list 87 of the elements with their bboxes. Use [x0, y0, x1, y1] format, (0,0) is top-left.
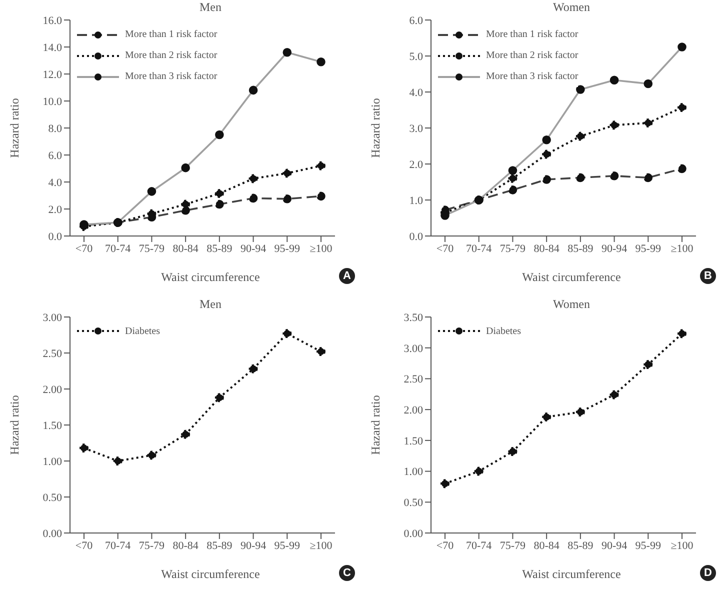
- y-tick-label: 12.0: [42, 68, 62, 81]
- x-tick-label: 90-94: [601, 242, 628, 255]
- y-axis-title: Hazard ratio: [368, 98, 382, 158]
- x-tick-label: 70-74: [105, 539, 132, 552]
- text: D: [700, 564, 716, 580]
- x-tick-label: 85-89: [568, 539, 594, 552]
- x-tick-label: 85-89: [206, 539, 233, 552]
- x-axis-title: Waist circumference: [161, 270, 260, 284]
- y-tick-label: 4.0: [409, 86, 424, 99]
- chart-title: Women: [552, 0, 592, 16]
- legend-label: Diabetes: [125, 326, 160, 336]
- y-tick-label: 0.0: [409, 230, 424, 243]
- y-tick-label: 2.00: [404, 404, 424, 416]
- legend-label: More than 1 risk factor: [486, 29, 578, 40]
- x-tick-label: 70-74: [466, 242, 492, 255]
- x-tick-label: 80-84: [172, 242, 199, 255]
- text: C: [339, 564, 355, 580]
- y-tick-label: 2.0: [48, 204, 62, 216]
- x-tick-label: 95-99: [635, 242, 662, 255]
- x-tick-label: 80-84: [534, 242, 560, 255]
- x-tick-label: 70-74: [105, 242, 132, 255]
- x-tick-label: 75-79: [138, 539, 166, 552]
- x-tick-label: 90-94: [601, 539, 628, 552]
- legend-label: More than 2 risk factor: [125, 50, 218, 61]
- x-tick-label: 90-94: [240, 539, 267, 552]
- x-tick-label: 95-99: [274, 242, 300, 255]
- x-axis-title: Waist circumference: [522, 566, 621, 580]
- chart-title: Men: [198, 0, 222, 16]
- y-tick-label: 16.0: [42, 14, 62, 27]
- y-tick-label: 6.0: [48, 150, 62, 162]
- x-tick-label: 85-89: [206, 242, 233, 255]
- y-axis-title: Hazard ratio: [368, 394, 382, 454]
- x-tick-label: 90-94: [240, 242, 267, 255]
- x-tick-label: <70: [436, 242, 454, 255]
- x-tick-label: ≥100: [310, 539, 333, 552]
- x-tick-label: 75-79: [500, 539, 526, 552]
- x-tick-label: 80-84: [172, 539, 199, 552]
- y-tick-label: 2.0: [409, 158, 424, 171]
- x-tick-label: 75-79: [138, 242, 166, 255]
- y-axis-title: Hazard ratio: [7, 394, 22, 454]
- y-tick-label: 10.0: [42, 96, 62, 108]
- y-tick-label: 2.50: [42, 347, 62, 360]
- x-tick-label: 80-84: [534, 539, 560, 552]
- y-tick-label: 4.0: [48, 176, 62, 189]
- text: A: [339, 268, 355, 284]
- y-tick-label: 1.00: [404, 466, 424, 478]
- legend-label: Diabetes: [486, 326, 521, 336]
- y-tick-label: 0.0: [48, 230, 62, 243]
- legend-label: More than 2 risk factor: [486, 50, 578, 61]
- x-tick-label: 70-74: [466, 539, 492, 552]
- x-tick-label: 95-99: [274, 539, 300, 552]
- y-tick-label: 6.0: [409, 14, 424, 27]
- y-tick-label: 14.0: [42, 42, 62, 54]
- y-tick-label: 3.00: [42, 311, 62, 324]
- y-tick-label: 1.00: [42, 455, 62, 468]
- x-tick-label: 95-99: [635, 539, 662, 552]
- y-tick-label: 0.50: [42, 491, 62, 504]
- x-axis-title: Waist circumference: [522, 270, 621, 284]
- x-tick-label: <70: [75, 242, 94, 255]
- chart-title: Men: [198, 296, 222, 312]
- x-tick-label: ≥100: [670, 242, 694, 255]
- y-tick-label: 0.00: [42, 527, 62, 540]
- legend-label: More than 3 risk factor: [486, 71, 578, 82]
- y-tick-label: 2.00: [42, 383, 62, 396]
- y-tick-label: 3.0: [409, 122, 424, 135]
- y-tick-label: 5.0: [409, 50, 424, 63]
- legend-label: More than 1 risk factor: [125, 29, 218, 40]
- y-tick-label: 0.50: [404, 496, 424, 509]
- x-tick-label: 85-89: [568, 242, 594, 255]
- y-tick-label: 3.50: [404, 311, 424, 324]
- x-tick-label: ≥100: [310, 242, 333, 255]
- y-tick-label: 1.50: [404, 434, 424, 447]
- text: B: [700, 268, 716, 284]
- y-tick-label: 0.00: [404, 527, 424, 540]
- x-axis-title: Waist circumference: [161, 566, 260, 580]
- y-tick-label: 8.0: [48, 122, 62, 135]
- y-tick-label: 1.0: [409, 194, 424, 207]
- y-tick-label: 1.50: [42, 419, 62, 432]
- chart-title: Women: [552, 296, 592, 312]
- legend-label: More than 3 risk factor: [125, 71, 218, 82]
- y-axis-title: Hazard ratio: [7, 98, 22, 158]
- x-tick-label: 75-79: [500, 242, 526, 255]
- x-tick-label: ≥100: [670, 539, 694, 552]
- y-tick-label: 2.50: [404, 373, 424, 386]
- x-tick-label: <70: [75, 539, 94, 552]
- y-tick-label: 3.00: [404, 342, 424, 354]
- x-tick-label: <70: [436, 539, 454, 552]
